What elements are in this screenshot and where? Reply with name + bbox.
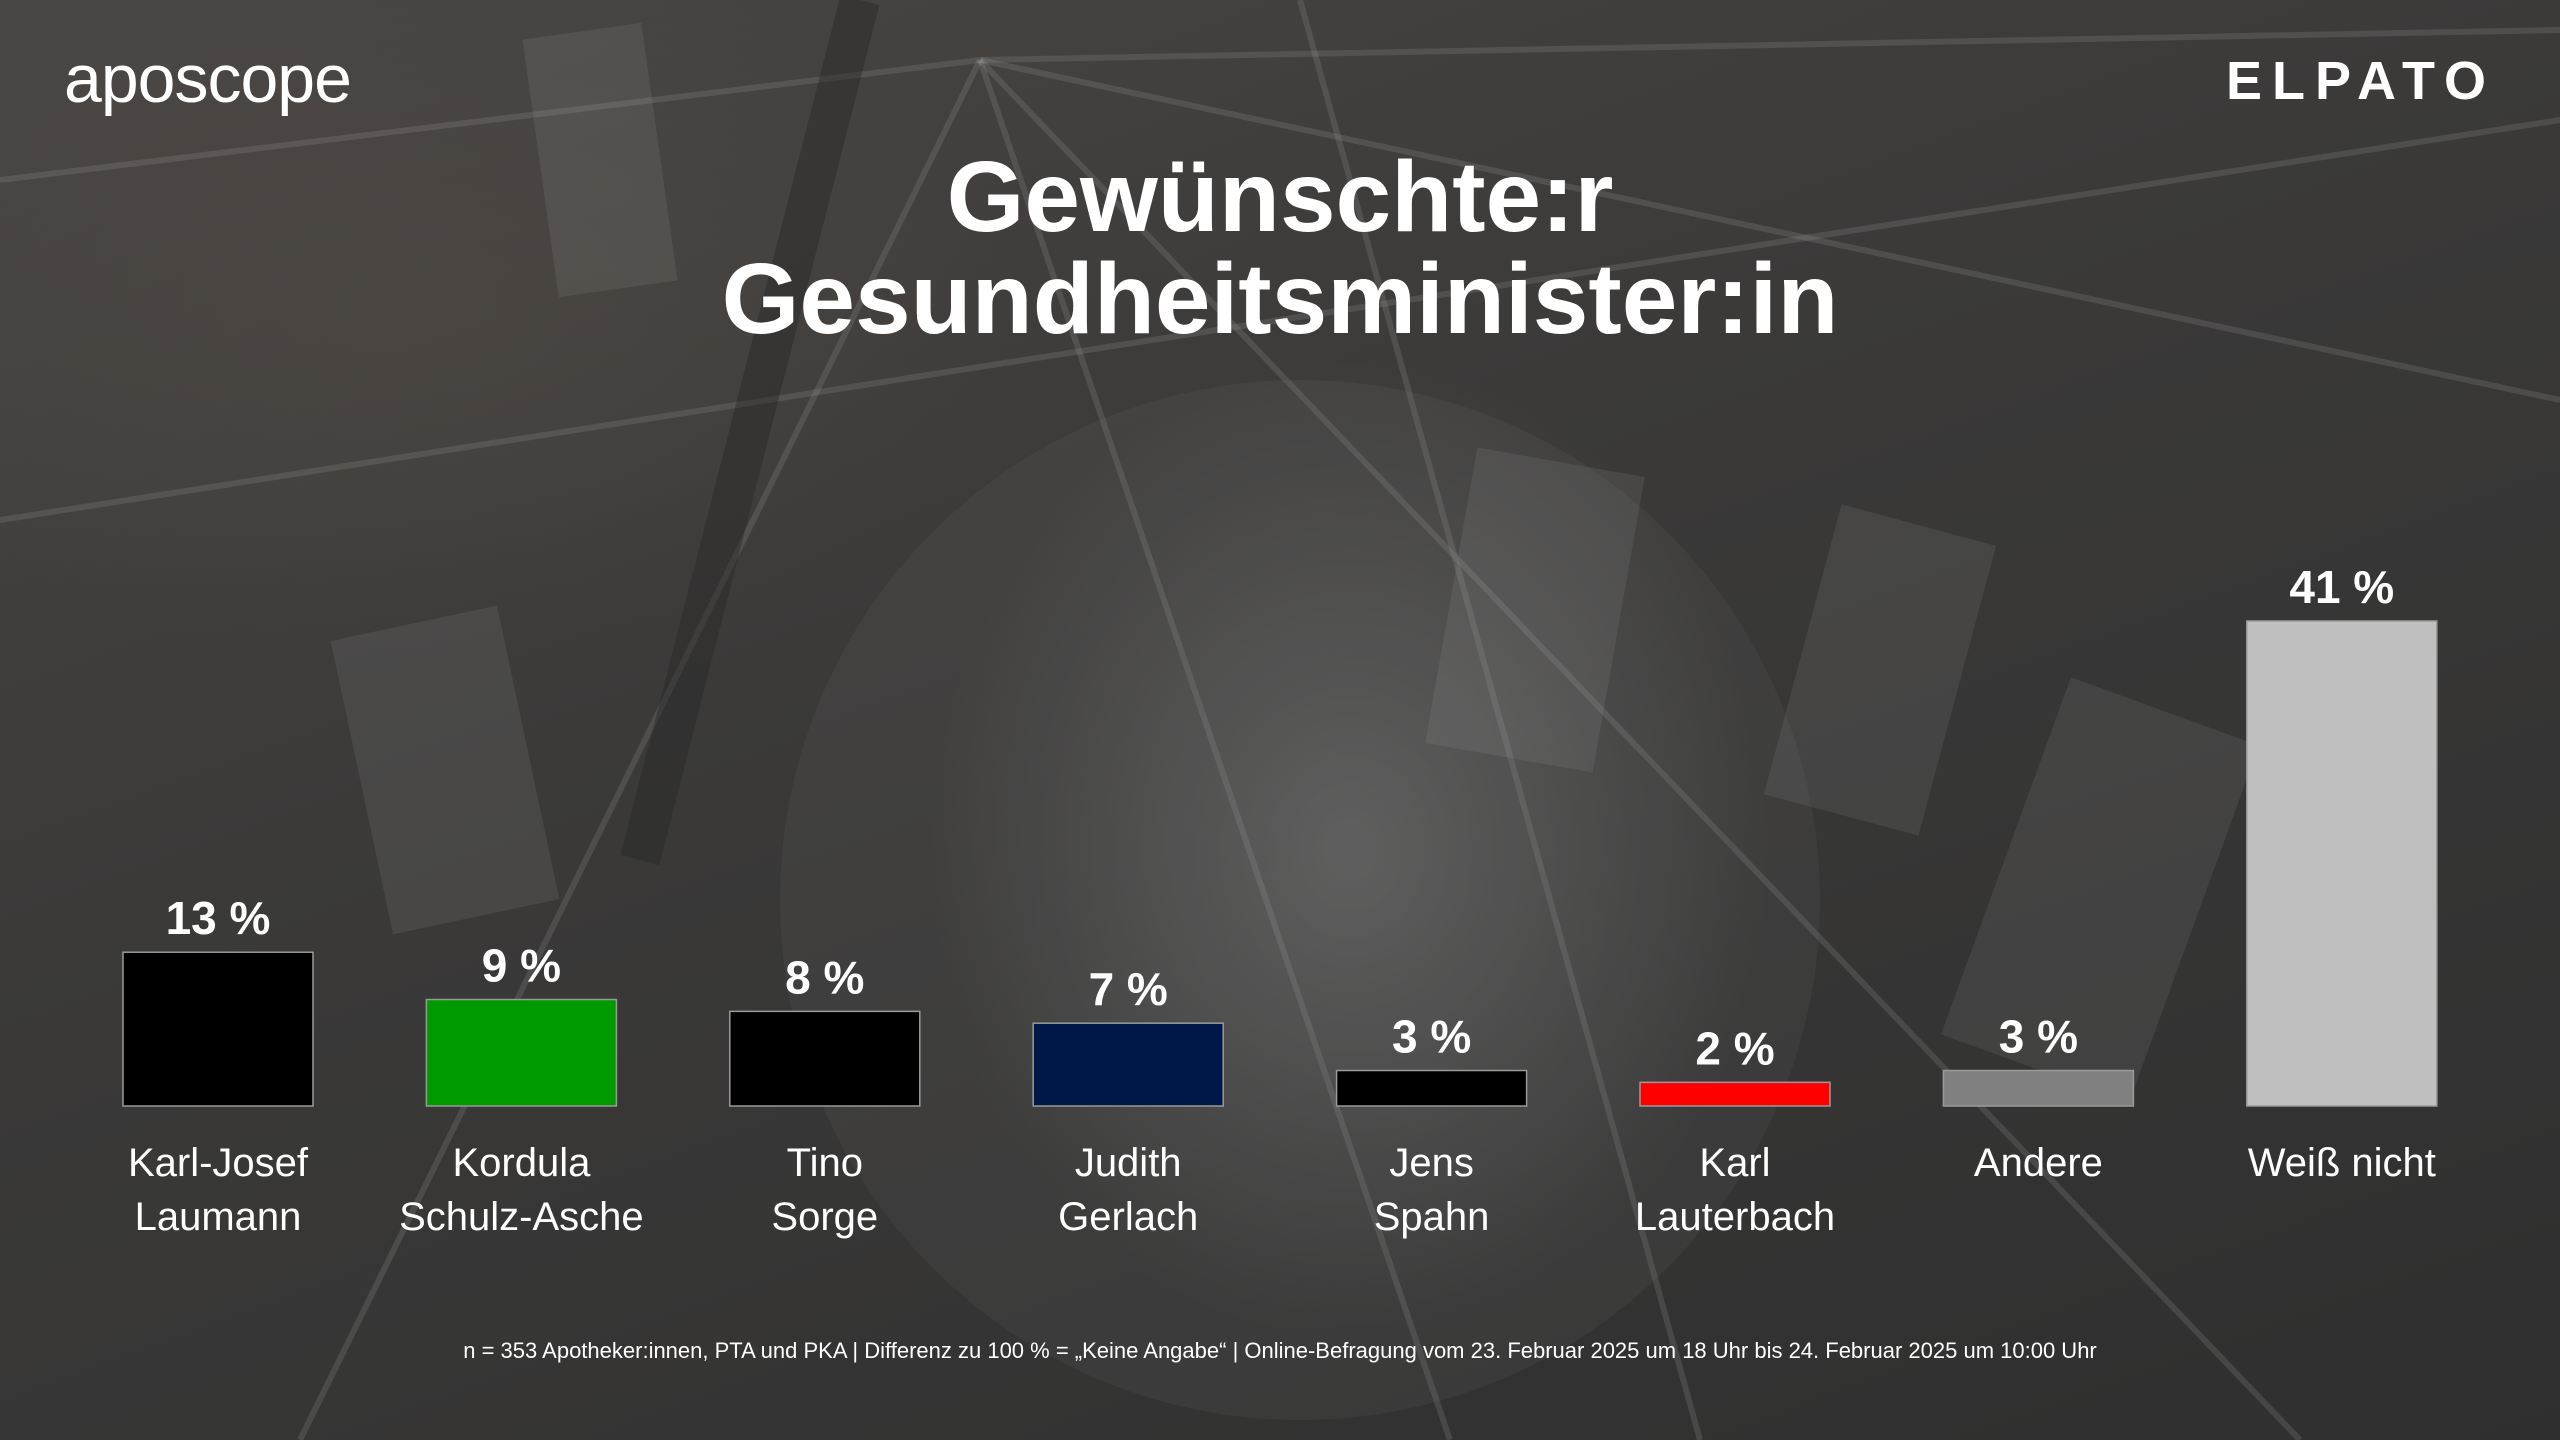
bar-3 xyxy=(1032,1022,1224,1107)
category-label-7-0: Weiß nicht xyxy=(2248,1141,2436,1185)
value-label-1: 9 % xyxy=(482,940,561,992)
value-label-4: 3 % xyxy=(1392,1011,1471,1063)
category-label-4-0: Jens xyxy=(1389,1141,1474,1185)
category-label-0-0: Karl-Josef xyxy=(128,1141,309,1185)
category-label-6-0: Andere xyxy=(1974,1141,2103,1185)
bar-5 xyxy=(1639,1081,1831,1107)
category-label-1-0: Kordula xyxy=(452,1141,591,1185)
value-label-0: 13 % xyxy=(166,892,271,944)
bar-4 xyxy=(1335,1069,1528,1107)
value-label-6: 3 % xyxy=(1999,1011,2078,1063)
value-label-5: 2 % xyxy=(1695,1022,1774,1074)
bar-1 xyxy=(425,998,618,1107)
value-label-7: 41 % xyxy=(2289,561,2394,613)
category-label-3-1: Gerlach xyxy=(1058,1195,1198,1239)
aposcope-logo: aposcope xyxy=(64,41,352,117)
category-label-3-0: Judith xyxy=(1075,1141,1182,1185)
chart-title: Gewünschte:r Gesundheitsminister:in xyxy=(0,146,2560,350)
category-label-2-0: Tino xyxy=(787,1141,863,1185)
chart-title-line-2: Gesundheitsminister:in xyxy=(721,243,1839,355)
category-label-0-1: Laumann xyxy=(135,1195,302,1239)
category-label-4-1: Spahn xyxy=(1374,1195,1490,1239)
footnote: n = 353 Apotheker:innen, PTA und PKA | D… xyxy=(463,1338,2097,1363)
bar-6 xyxy=(1942,1069,2135,1107)
value-label-3: 7 % xyxy=(1089,963,1168,1015)
bar-chart: 13 % Karl-Josef Laumann 9 % Kordula Schulz-As… xyxy=(122,561,2438,1239)
category-label-5-0: Karl xyxy=(1699,1141,1770,1185)
value-label-2: 8 % xyxy=(785,951,864,1003)
category-label-5-1: Lauterbach xyxy=(1635,1195,1835,1239)
chart-title-line-1: Gewünschte:r xyxy=(946,141,1614,253)
bar-7 xyxy=(2246,620,2438,1107)
elpato-logo: ELPATO xyxy=(2225,51,2496,111)
bar-0 xyxy=(122,951,314,1107)
bar-2 xyxy=(729,1010,921,1107)
category-label-2-1: Sorge xyxy=(771,1195,878,1239)
category-label-1-1: Schulz-Asche xyxy=(399,1195,644,1239)
